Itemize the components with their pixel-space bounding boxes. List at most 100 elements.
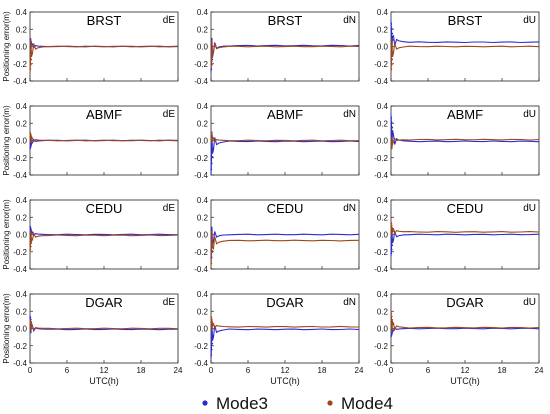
series-point-mode3 (30, 143, 33, 146)
x-tick-label: 18 (137, 366, 146, 375)
y-tick-label: -0.4 (13, 171, 27, 180)
series-line-mode3 (210, 320, 360, 359)
series-point-mode4 (210, 316, 213, 319)
series-point-mode4 (211, 321, 214, 323)
station-label: CEDU (447, 201, 484, 216)
y-tick-label: -0.4 (13, 359, 27, 368)
panel-abmf-de: -0.4 -0.2 0.0 0.2 0.4 ABMF dE Positioning error… (2, 102, 179, 180)
series-point-mode4 (29, 63, 32, 66)
panel-cedu-de: -0.4 -0.2 0.0 0.2 0.4 CEDU dE Positioning error… (2, 196, 179, 274)
series-point-mode4 (211, 135, 214, 138)
y-tick-label: -0.2 (194, 342, 208, 351)
series-point-mode4 (390, 68, 393, 71)
series-point-mode3 (29, 226, 32, 228)
y-tick-label: 0.0 (197, 325, 209, 334)
panel-brst-de: -0.4 -0.2 0.0 0.2 0.4 BRST dE Positioning error… (2, 8, 179, 86)
series-point-mode3 (210, 162, 213, 165)
y-tick-label: -0.2 (13, 154, 27, 163)
y-tick-label: 0.4 (377, 102, 389, 111)
series-point-mode4 (211, 241, 214, 244)
station-label: DGAR (266, 295, 304, 310)
y-tick-label: -0.2 (194, 154, 208, 163)
y-tick-label: 0.2 (197, 25, 209, 34)
series-point-mode4 (390, 312, 393, 315)
x-axis-label: UTC(h) (270, 376, 300, 386)
y-tick-label: 0.2 (16, 213, 28, 222)
series-point-mode3 (29, 145, 32, 148)
series-point-mode4 (29, 133, 32, 136)
series-point-mode3 (211, 155, 214, 158)
series-point-mode3 (211, 335, 214, 337)
component-label: dE (163, 15, 176, 26)
series-point-mode3 (391, 244, 394, 247)
series-line-mode3 (210, 37, 360, 73)
y-tick-label: -0.4 (194, 171, 208, 180)
y-tick-label: 0.4 (377, 290, 389, 299)
y-tick-label: -0.2 (374, 154, 388, 163)
series-line-mode3 (29, 37, 179, 50)
series-line-mode3 (29, 315, 178, 334)
series-point-mode3 (390, 248, 393, 251)
y-tick-label: 0.2 (16, 119, 28, 128)
series-point-mode4 (211, 249, 214, 252)
series-point-mode4 (210, 133, 213, 136)
y-tick-label: 0.0 (16, 231, 28, 240)
x-tick-label: 12 (461, 366, 470, 375)
series-point-mode4 (30, 325, 33, 328)
series-point-mode3 (391, 133, 394, 135)
panel-cedu-du: -0.4 -0.2 0.0 0.2 0.4 CEDU dU (374, 196, 540, 274)
station-label: BRST (268, 13, 303, 28)
x-tick-label: 6 (246, 366, 251, 375)
series-point-mode4 (391, 227, 394, 229)
y-tick-label: 0.2 (377, 307, 389, 316)
series-point-mode3 (390, 335, 393, 337)
series-line-mode4 (390, 137, 540, 150)
station-label: BRST (448, 13, 483, 28)
series-point-mode4 (391, 143, 394, 146)
x-axis-label: UTC(h) (450, 376, 480, 386)
x-tick-label: 6 (426, 366, 431, 375)
y-tick-label: -0.4 (194, 359, 208, 368)
y-tick-label: 0.2 (197, 307, 209, 316)
y-tick-label: 0.0 (377, 231, 389, 240)
y-tick-label: 0.0 (377, 137, 389, 146)
series-point-mode4 (30, 52, 33, 54)
series-point-mode4 (210, 318, 213, 321)
component-label: dU (523, 203, 536, 214)
legend: Mode3 Mode4 (202, 394, 393, 413)
series-point-mode3 (390, 333, 393, 336)
series-point-mode3 (210, 68, 213, 71)
y-tick-label: 0.4 (197, 8, 209, 17)
y-tick-label: -0.2 (374, 60, 388, 69)
panel-brst-dn: -0.4 -0.2 0.0 0.2 0.4 BRST dN (194, 8, 360, 86)
station-label: DGAR (446, 295, 484, 310)
y-tick-label: -0.4 (13, 77, 27, 86)
series-line-mode3 (29, 137, 179, 150)
series-line-mode4 (210, 230, 360, 268)
x-tick-label: 0 (209, 366, 214, 375)
series-line-mode3 (390, 20, 540, 50)
series-point-mode4 (30, 58, 33, 61)
component-label: dU (523, 297, 536, 308)
y-tick-label: 0.4 (16, 8, 28, 17)
y-tick-label: 0.4 (197, 196, 209, 205)
y-tick-label: 0.4 (16, 102, 28, 111)
x-tick-label: 18 (318, 366, 327, 375)
component-label: dN (343, 15, 356, 26)
y-tick-label: -0.2 (374, 248, 388, 257)
series-point-mode4 (211, 324, 214, 327)
series-line-mode4 (29, 38, 179, 73)
y-tick-label: 0.0 (377, 43, 389, 52)
series-point-mode3 (390, 121, 393, 124)
y-tick-label: -0.4 (374, 77, 388, 86)
series-point-mode4 (390, 63, 393, 66)
y-tick-label: -0.4 (194, 77, 208, 86)
x-tick-label: 6 (65, 366, 70, 375)
y-tick-label: 0.2 (377, 213, 389, 222)
station-label: CEDU (267, 201, 304, 216)
legend-marker-mode3 (202, 400, 208, 406)
series-line-mode4 (390, 38, 540, 73)
y-tick-label: 0.0 (16, 325, 28, 334)
component-label: dN (343, 109, 356, 120)
